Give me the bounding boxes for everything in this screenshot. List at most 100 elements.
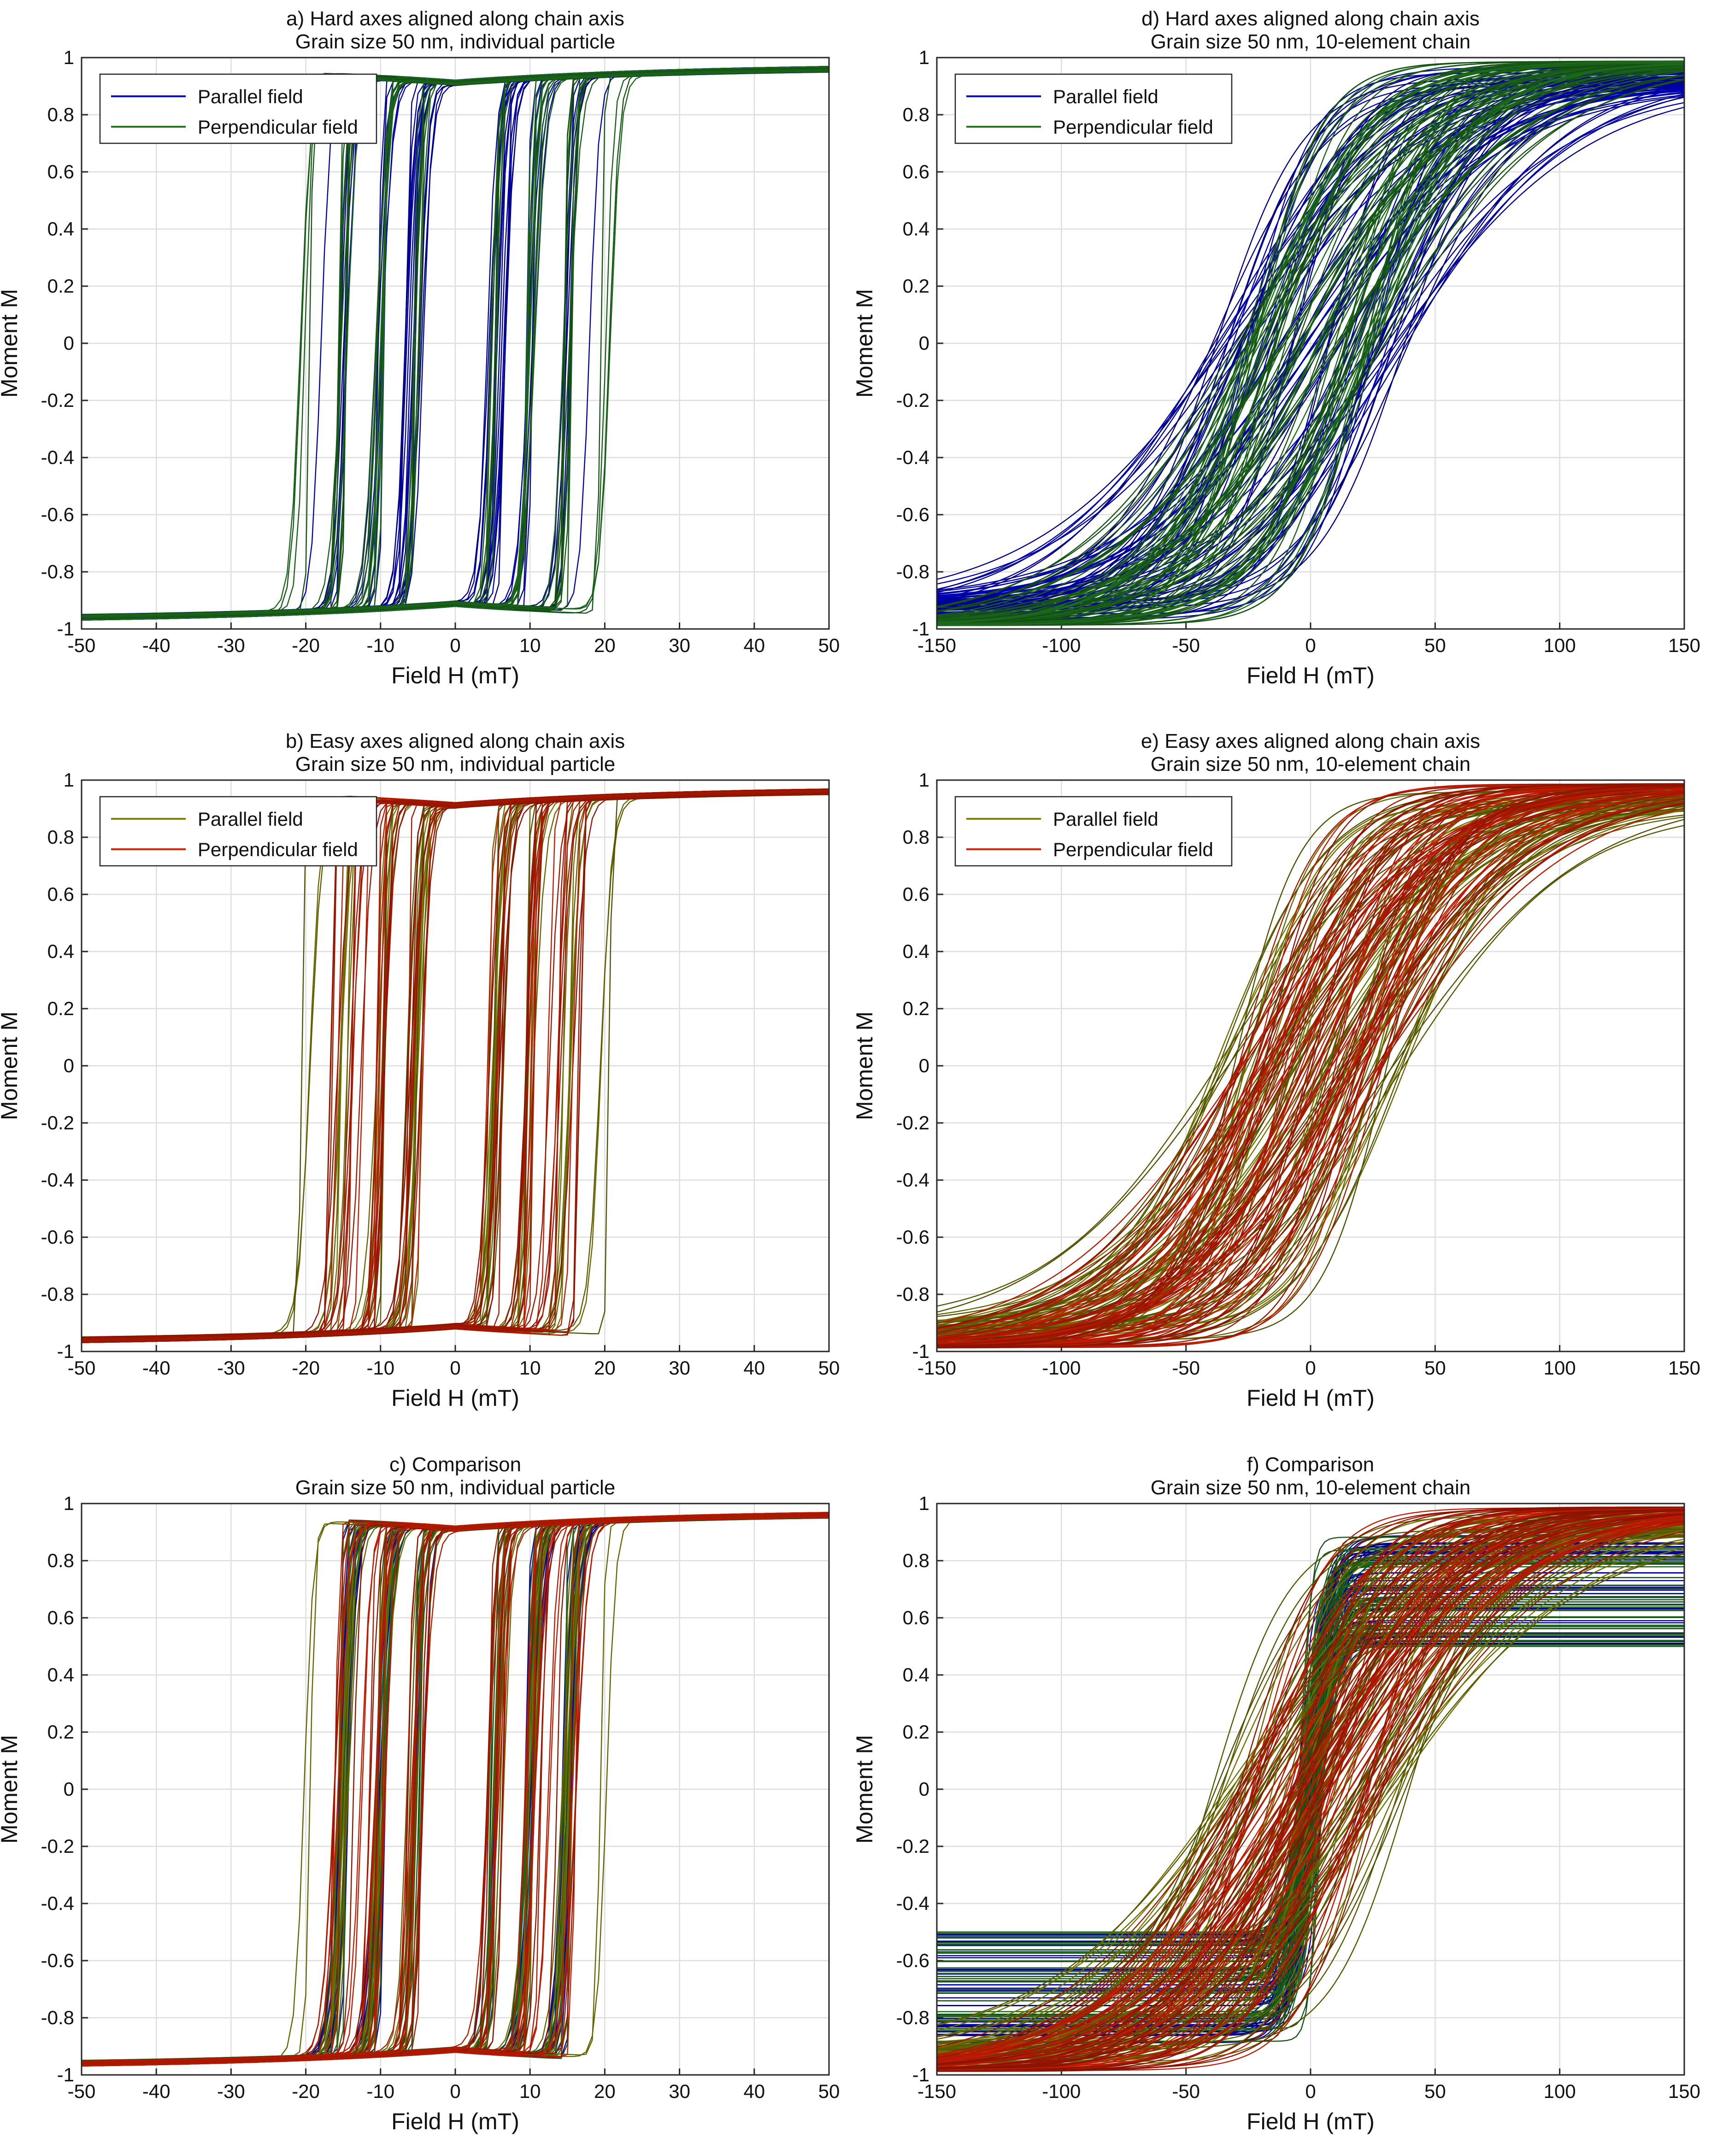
hysteresis-branch (937, 1510, 1684, 2070)
y-tick-label: 0.8 (47, 826, 74, 848)
x-tick-label: -50 (1172, 1357, 1200, 1379)
hysteresis-branch (937, 790, 1684, 1324)
x-tick-label: 0 (450, 634, 460, 656)
y-tick-label: 0.6 (47, 161, 74, 182)
y-tick-label: -0.2 (896, 1112, 929, 1134)
y-tick-label: -0.2 (896, 389, 929, 411)
hysteresis-branch (937, 1628, 1684, 1950)
x-tick-label: 50 (1424, 2080, 1446, 2102)
y-tick-label: -1 (912, 1340, 929, 1362)
curves (82, 66, 829, 621)
legend-box (99, 73, 377, 144)
x-tick-label: -50 (1172, 634, 1200, 656)
x-tick-label: 50 (1424, 634, 1446, 656)
panel-subtitle: Grain size 50 nm, 10-element chain (1151, 1476, 1471, 1499)
axes-frame (936, 779, 1685, 1352)
hysteresis-branch (937, 798, 1684, 1338)
x-tick-label: -40 (142, 2080, 171, 2102)
hysteresis-branch (937, 807, 1684, 1341)
hysteresis-branch (937, 1580, 1684, 1998)
panel-title: c) Comparison (389, 1453, 521, 1476)
curves (82, 788, 829, 1343)
x-tick-label: -100 (1042, 634, 1081, 656)
hysteresis-branch (937, 1520, 1684, 2068)
hysteresis-branch (82, 793, 829, 1339)
axes-frame (81, 57, 830, 630)
hysteresis-branch (937, 1527, 1684, 2047)
y-tick-label: -0.2 (41, 389, 74, 411)
y-tick-label: 0.2 (47, 1721, 74, 1743)
panel-subtitle: Grain size 50 nm, individual particle (295, 753, 616, 775)
hysteresis-branch (937, 787, 1684, 1346)
hysteresis-branch (937, 1522, 1684, 2061)
legend-label: Perpendicular field (1053, 116, 1213, 138)
hysteresis-branch (82, 790, 829, 1342)
y-tick-label: -1 (912, 618, 929, 640)
y-tick-label: -0.6 (896, 1226, 929, 1248)
panel-d: -150 -100 -50 0 50 100 150 -1 -0.8 -0.6 -0.4 -0.2 0 0… (852, 7, 1700, 688)
y-axis-label: Moment M (852, 1011, 877, 1120)
x-tick-label: -20 (292, 1357, 320, 1379)
y-tick-label: 1 (64, 47, 74, 68)
hysteresis-branch (937, 791, 1684, 1334)
hysteresis-branch (937, 1509, 1684, 2069)
y-axis-label: Moment M (0, 1735, 22, 1844)
y-axis-label: Moment M (0, 289, 22, 398)
panel-f: -150 -100 -50 0 50 100 150 -1 -0.8 -0.6 -0.4 -0.2 0 0… (852, 1453, 1700, 2134)
y-tick-label: -0.4 (896, 446, 929, 468)
panel-subtitle: Grain size 50 nm, individual particle (295, 30, 616, 53)
x-tick-label: -10 (366, 1357, 394, 1379)
y-tick-label: -1 (57, 618, 74, 640)
x-axis-label: Field H (mT) (1247, 663, 1375, 688)
curves (937, 60, 1684, 626)
y-tick-label: -0.4 (896, 1892, 929, 1914)
series-line-3 (937, 1506, 1684, 2072)
hysteresis-branch (937, 1515, 1684, 2070)
hysteresis-branch (937, 102, 1684, 599)
y-tick-label: 1 (919, 47, 929, 68)
x-tick-label: -50 (1172, 2080, 1200, 2102)
y-tick-label: -1 (57, 2064, 74, 2086)
y-tick-label: 0.6 (903, 1607, 929, 1628)
panel-title: e) Easy axes aligned along chain axis (1141, 730, 1480, 752)
y-tick-label: 0.6 (47, 883, 74, 905)
hysteresis-branch (937, 787, 1684, 1345)
hysteresis-branch (937, 805, 1684, 1330)
hysteresis-branch (937, 800, 1684, 1333)
panel-title: a) Hard axes aligned along chain axis (286, 7, 624, 30)
x-tick-label: 150 (1668, 634, 1700, 656)
hysteresis-branch (82, 1515, 829, 2063)
x-tick-label: -50 (68, 2080, 96, 2102)
panel-title: d) Hard axes aligned along chain axis (1141, 7, 1480, 30)
panel-title: f) Comparison (1247, 1453, 1374, 1476)
panel-subtitle: Grain size 50 nm, individual particle (295, 1476, 616, 1499)
y-tick-label: -0.4 (41, 1169, 74, 1191)
y-tick-label: -0.8 (41, 2007, 74, 2028)
x-tick-label: 40 (743, 634, 765, 656)
x-tick-label: -150 (917, 634, 956, 656)
hysteresis-branch (82, 69, 829, 617)
hysteresis-branch (937, 88, 1684, 585)
x-tick-label: 10 (519, 634, 541, 656)
x-tick-label: 30 (669, 2080, 690, 2102)
hysteresis-branch (937, 787, 1684, 1339)
series-perpendicular-field (82, 66, 829, 621)
x-tick-label: -10 (366, 2080, 394, 2102)
panel-b: -50 -40 -30 -20 -10 0 10 20 30 40 50-1-0.8-0.6-0.4… (0, 730, 840, 1411)
hysteresis-branch (937, 799, 1684, 1340)
hysteresis-branch (937, 1519, 1684, 2067)
y-tick-label: -1 (57, 1340, 74, 1362)
hysteresis-branch (937, 1512, 1684, 2060)
hysteresis-branch (937, 1517, 1684, 2049)
hysteresis-branch (937, 1535, 1684, 2025)
y-tick-label: -0.4 (896, 1169, 929, 1191)
hysteresis-branch (82, 788, 829, 1343)
x-axis-label: Field H (mT) (391, 663, 519, 688)
y-tick-label: -1 (912, 2064, 929, 2086)
y-tick-label: 0.4 (903, 940, 929, 962)
hysteresis-branch (937, 1511, 1684, 2071)
y-tick-label: -0.6 (896, 504, 929, 525)
y-tick-label: -0.6 (41, 1226, 74, 1248)
y-tick-label: 0 (64, 1778, 74, 1800)
y-tick-label: 0.8 (903, 104, 929, 125)
